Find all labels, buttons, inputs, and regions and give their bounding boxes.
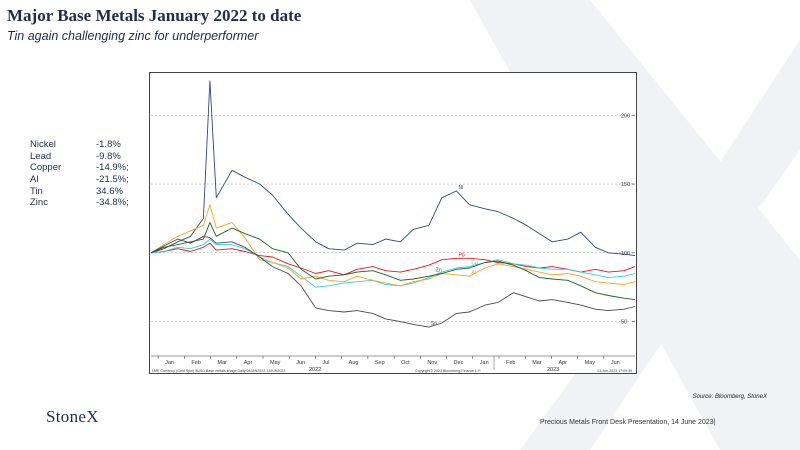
x-tick-label: Mar bbox=[218, 360, 228, 366]
y-tick-label: 100 bbox=[621, 251, 630, 257]
performance-row: Zinc -34.8%; bbox=[30, 197, 166, 209]
slide-title: Major Base Metals January 2022 to date bbox=[7, 6, 302, 25]
metal-name: Lead bbox=[30, 150, 52, 162]
y-tick-label: 50 bbox=[621, 320, 627, 326]
performance-row: Nickel -1.8% bbox=[30, 139, 166, 151]
metal-change: -9.8% bbox=[96, 150, 121, 162]
x-tick-label: Apr bbox=[558, 360, 567, 366]
metal-name: Zinc bbox=[30, 197, 48, 209]
x-tick-label: Oct bbox=[401, 360, 410, 366]
x-tick-label: Jun bbox=[611, 360, 620, 366]
year-label: 2022 bbox=[309, 367, 321, 373]
chart-footer-center: Copyright© 2023 Bloomberg Finance L.P. bbox=[415, 369, 481, 373]
metal-name: Al bbox=[30, 174, 39, 186]
series-line-pb bbox=[150, 242, 636, 276]
footer-text: Precious Metals Front Desk Presentation,… bbox=[540, 419, 716, 426]
x-tick-label: Jul bbox=[322, 360, 329, 366]
x-tick-label: Dec bbox=[454, 360, 464, 366]
stonex-logo: StoneX bbox=[46, 407, 99, 426]
performance-row: Copper -14.9%; bbox=[30, 162, 166, 174]
x-tick-label: Jan bbox=[165, 360, 174, 366]
metal-name: Nickel bbox=[30, 139, 56, 150]
x-tick-label: Nov bbox=[427, 360, 437, 366]
metal-name: Copper bbox=[30, 162, 62, 174]
y-tick-label: 200 bbox=[621, 113, 630, 119]
series-label-pb: Pb bbox=[458, 252, 464, 258]
x-tick-label: Feb bbox=[506, 360, 515, 366]
series-line-zn bbox=[150, 222, 636, 301]
performance-row: Lead -9.8% bbox=[30, 151, 166, 163]
performance-row: Al -21.5%; bbox=[30, 174, 166, 186]
x-tick-label: Aug bbox=[349, 360, 359, 366]
metal-change: -1.8% bbox=[96, 139, 121, 150]
series-line-al bbox=[150, 204, 636, 287]
series-label-al: Al bbox=[471, 270, 475, 276]
series-line-cu bbox=[150, 238, 636, 288]
x-tick-label: May bbox=[270, 360, 281, 366]
source-note: Source: Bloomberg, StoneX bbox=[692, 394, 767, 400]
metal-change: -14.9%; bbox=[96, 162, 129, 174]
series-line-ni bbox=[150, 80, 636, 257]
chart-footer-right: 13-Jun-2023 17:09:35 bbox=[597, 369, 632, 373]
series-label-cu: Cu bbox=[471, 261, 478, 267]
metal-change: -21.5%; bbox=[96, 174, 129, 186]
series-line-sn bbox=[150, 235, 636, 328]
performance-row: Tin 34.6% bbox=[30, 186, 166, 198]
x-tick-label: Mar bbox=[532, 360, 542, 366]
base-metals-line-chart: 50 100 150 200 Jan Feb Mar Apr May Jun Jul Aug Sep Oc… bbox=[150, 80, 636, 373]
y-tick-label: 150 bbox=[621, 182, 630, 188]
series-label-ni: Ni bbox=[458, 185, 463, 191]
x-tick-label: Jan bbox=[480, 360, 489, 366]
x-tick-label: Feb bbox=[191, 360, 200, 366]
series-label-zn: Zn bbox=[436, 267, 442, 273]
metal-name: Tin bbox=[30, 185, 43, 197]
x-tick-label: Sep bbox=[375, 360, 385, 366]
x-tick-label: May bbox=[585, 360, 596, 366]
slide-subtitle: Tin again challenging zinc for underperf… bbox=[7, 29, 259, 43]
performance-table: Nickel -1.8% Lead -9.8% Copper -14.9%; A… bbox=[30, 139, 166, 209]
metal-change: 34.6% bbox=[96, 185, 123, 197]
year-label: 2023 bbox=[547, 367, 559, 373]
x-tick-label: Jun bbox=[296, 360, 305, 366]
x-tick-label: Apr bbox=[244, 360, 253, 366]
chart-footer-left: LME Currency (Gold Spot) $USD Base metal… bbox=[152, 369, 285, 373]
series-label-sn: Sn bbox=[431, 321, 437, 327]
metal-change: -34.8%; bbox=[96, 197, 129, 209]
